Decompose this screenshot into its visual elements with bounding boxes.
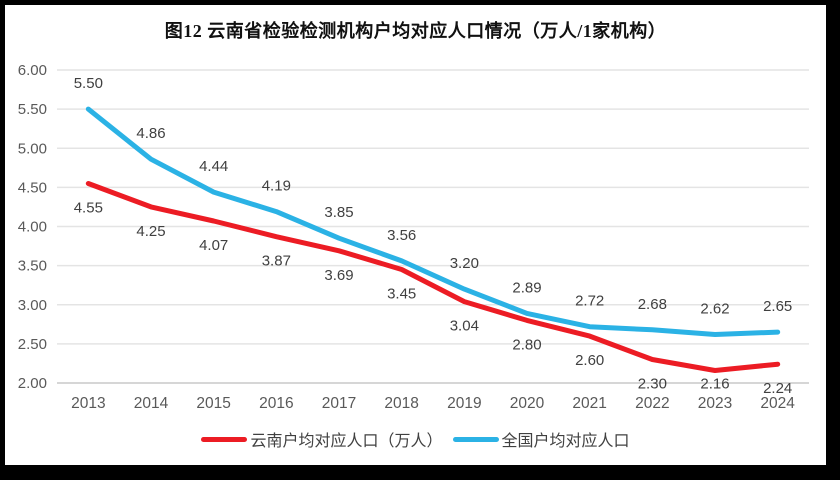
data-label: 3.56	[387, 227, 416, 244]
legend-item-yunnan: 云南户均对应人口（万人）	[201, 427, 443, 451]
data-label: 4.07	[199, 237, 228, 254]
data-label: 3.85	[324, 204, 353, 221]
y-tick-label: 5.00	[18, 140, 47, 157]
data-label: 2.65	[763, 298, 792, 315]
y-tick-label: 3.50	[18, 258, 47, 275]
chart-legend: 云南户均对应人口（万人） 全国户均对应人口	[5, 427, 826, 451]
y-tick-label: 3.00	[18, 297, 47, 314]
x-tick-label: 2021	[572, 395, 606, 412]
legend-swatch-national	[452, 436, 499, 442]
legend-label-national: 全国户均对应人口	[501, 433, 630, 450]
data-label: 3.04	[450, 318, 479, 335]
y-tick-label: 2.50	[18, 336, 47, 353]
y-tick-label: 6.00	[18, 62, 47, 79]
chart-canvas: 图12 云南省检验检测机构户均对应人口情况（万人/1家机构） 6.00 5.50 5…	[5, 5, 826, 465]
x-tick-label: 2017	[322, 395, 356, 412]
y-tick-label: 5.50	[18, 101, 47, 118]
data-label: 2.24	[763, 380, 792, 397]
data-label: 2.89	[512, 279, 541, 296]
x-tick-label: 2014	[134, 395, 169, 412]
data-label: 4.55	[74, 199, 103, 216]
x-tick-label: 2015	[196, 395, 230, 412]
data-label: 2.30	[638, 376, 667, 393]
legend-item-national: 全国户均对应人口	[452, 427, 630, 451]
y-tick-label: 2.00	[18, 375, 47, 392]
data-label: 2.72	[575, 293, 604, 310]
y-tick-label: 4.50	[18, 179, 47, 196]
x-tick-label: 2024	[760, 395, 795, 412]
data-label: 3.87	[262, 253, 291, 270]
data-label: 4.19	[262, 178, 291, 195]
series-line-national	[85, 106, 781, 337]
data-label: 2.80	[512, 336, 541, 353]
y-tick-label: 4.00	[18, 219, 47, 236]
chart-title: 图12 云南省检验检测机构户均对应人口情况（万人/1家机构）	[164, 21, 667, 41]
series-line-yunnan	[85, 181, 781, 373]
x-tick-label: 2013	[71, 395, 105, 412]
data-label: 5.50	[74, 75, 103, 92]
legend-label-yunnan: 云南户均对应人口（万人）	[250, 433, 443, 450]
x-tick-label: 2020	[510, 395, 545, 412]
data-label: 3.69	[324, 267, 353, 284]
x-tick-label: 2022	[635, 395, 669, 412]
data-label: 4.86	[136, 125, 165, 142]
x-tick-label: 2019	[447, 395, 481, 412]
data-label: 3.20	[450, 255, 479, 272]
data-label: 3.45	[387, 286, 416, 303]
data-label: 2.68	[638, 296, 667, 313]
data-label: 2.16	[700, 375, 729, 392]
x-tick-label: 2016	[259, 395, 293, 412]
data-label: 2.62	[700, 300, 729, 317]
legend-swatch-yunnan	[201, 436, 248, 442]
data-label: 4.44	[199, 158, 228, 175]
data-label: 2.60	[575, 352, 604, 369]
data-label: 4.25	[136, 223, 165, 240]
x-tick-label: 2023	[698, 395, 732, 412]
x-tick-label: 2018	[384, 395, 418, 412]
line-chart: 6.00 5.50 5.00 4.50 4.00 3.50 3.00 2.50 2.00 2013…	[18, 62, 809, 412]
